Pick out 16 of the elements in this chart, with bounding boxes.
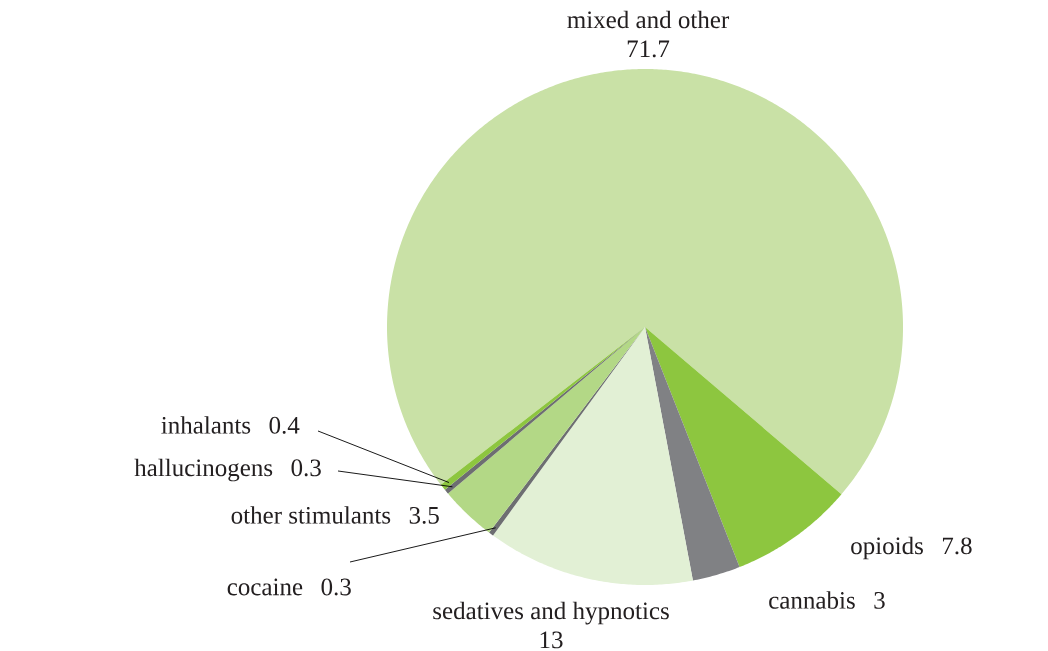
data-label: 3.5 <box>409 506 439 524</box>
data-label: 0.4 <box>269 416 300 434</box>
data-label: 13 <box>540 631 563 649</box>
slice-label: mixed and other <box>567 10 730 29</box>
data-label: 7.8 <box>942 537 972 555</box>
slice-label: inhalants <box>161 416 251 434</box>
slice-label: opioids <box>851 536 923 560</box>
slice-label: other stimulants <box>231 506 391 524</box>
data-label: 0.3 <box>291 459 321 477</box>
data-label: 71.7 <box>627 40 670 58</box>
slice-label: sedatives and hypnotics <box>433 601 669 625</box>
slice-label: cocaine <box>227 578 303 596</box>
slice-label: hallucinogens <box>134 458 273 482</box>
data-label: 3 <box>874 592 885 609</box>
data-label: 0.3 <box>321 578 351 596</box>
slice-label: cannabis <box>769 591 855 609</box>
